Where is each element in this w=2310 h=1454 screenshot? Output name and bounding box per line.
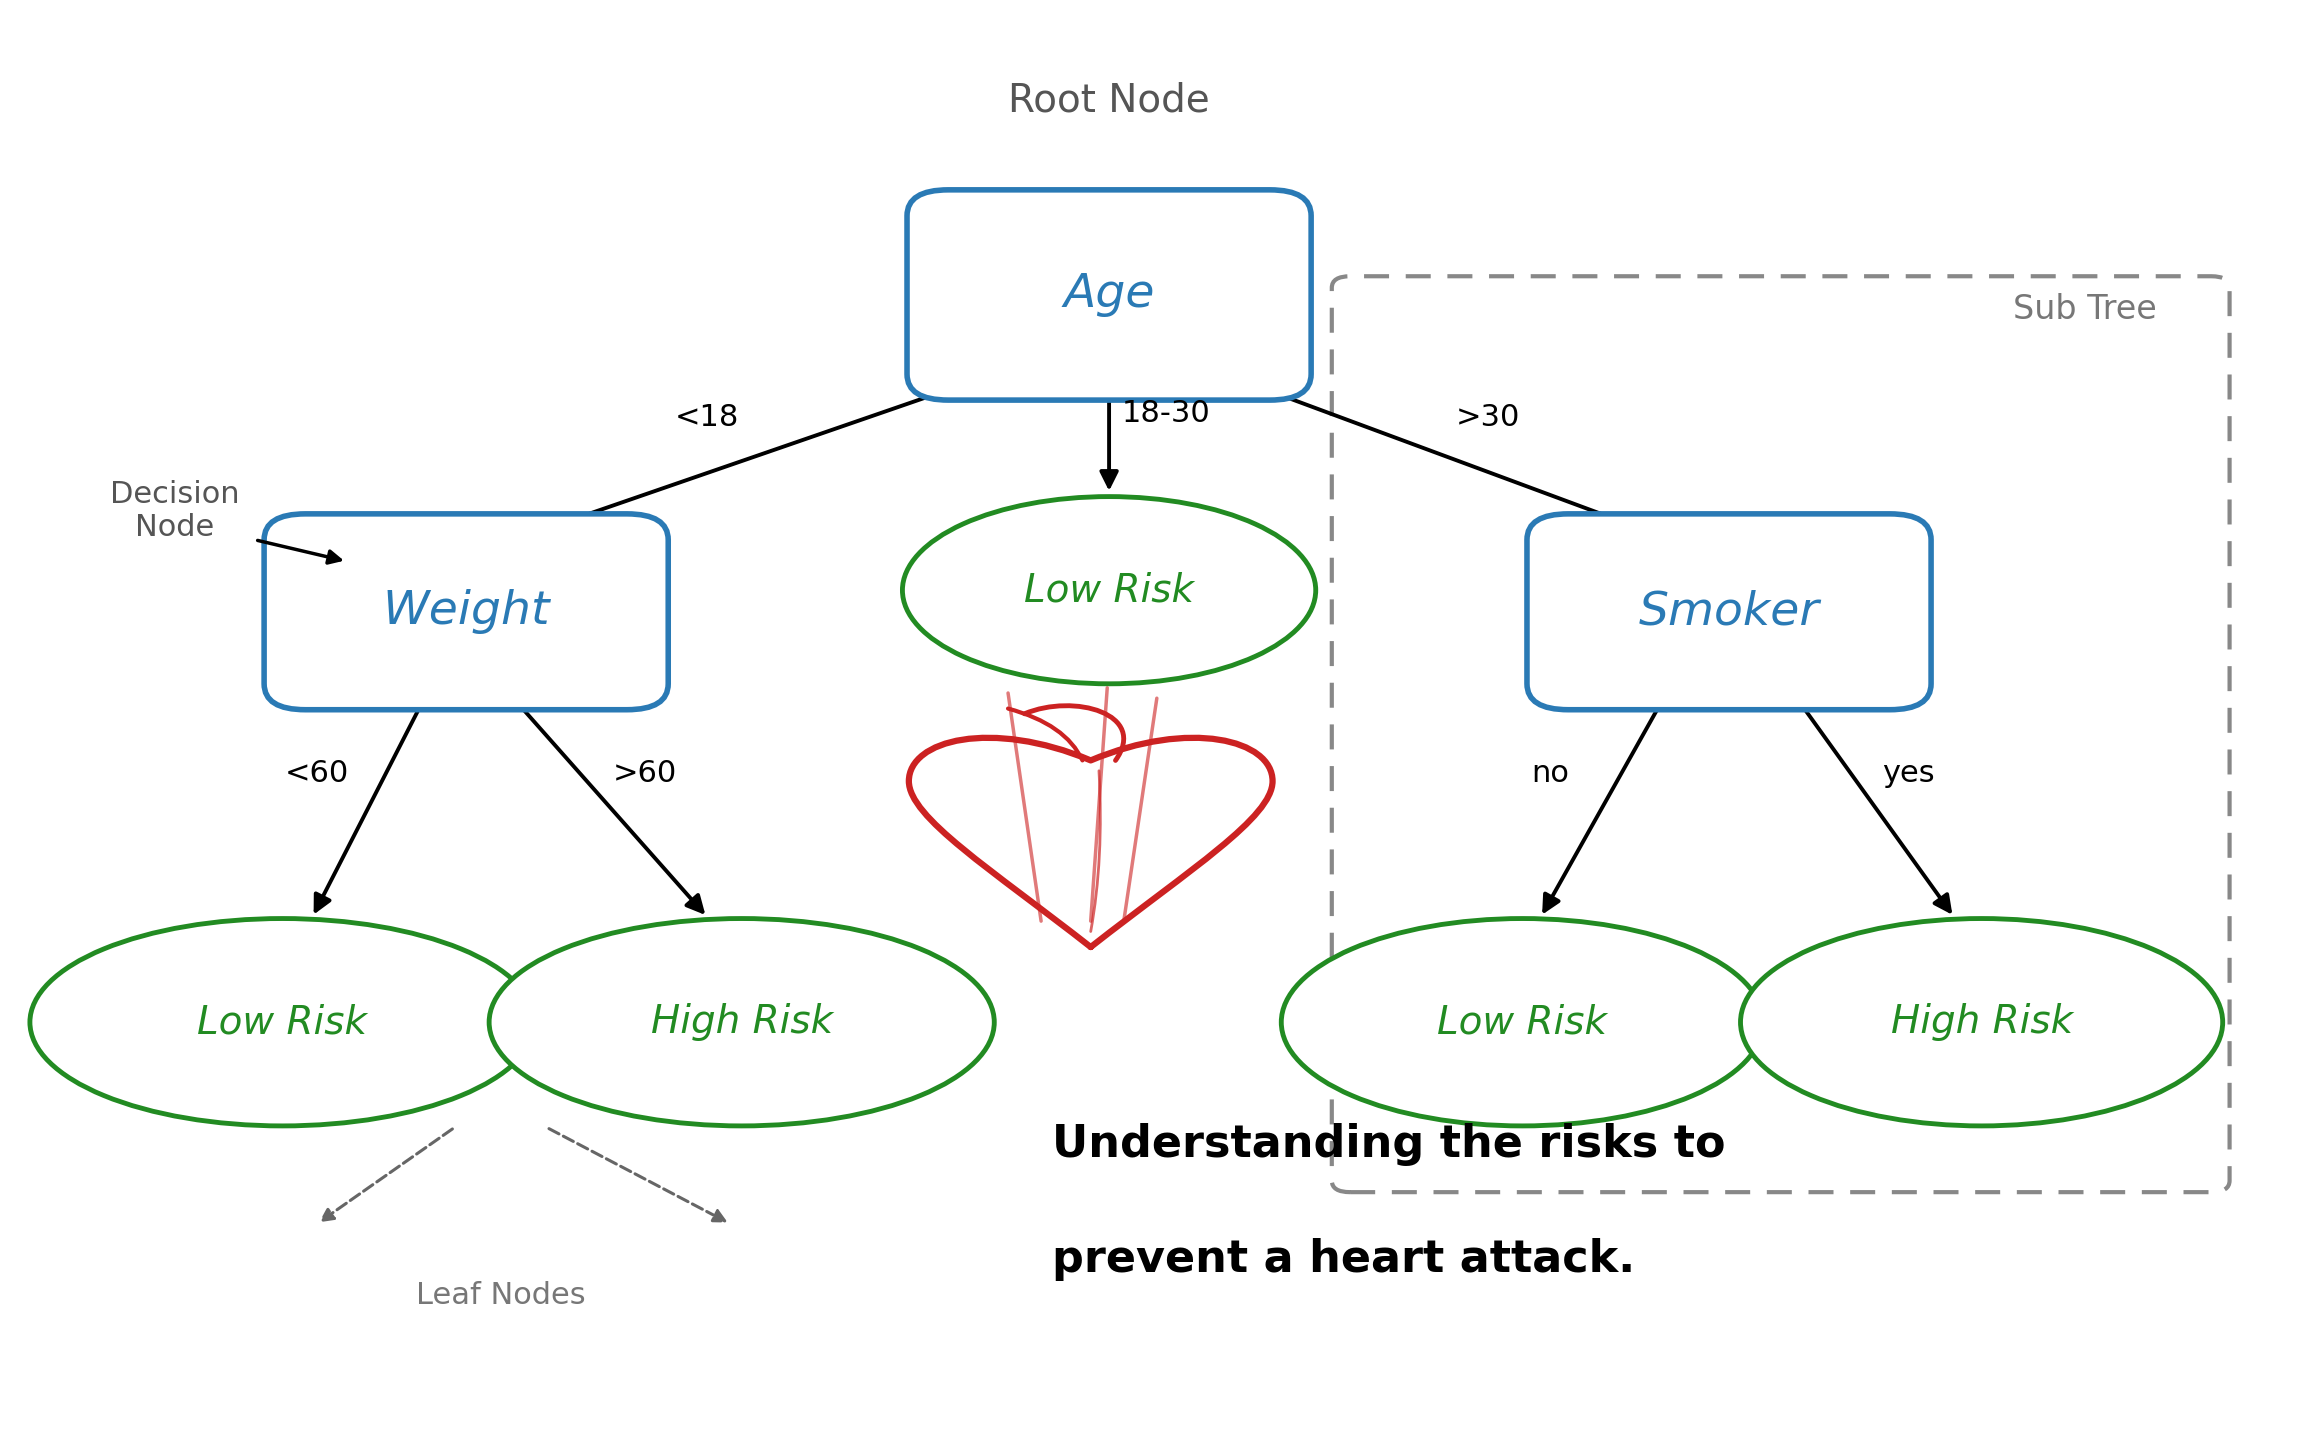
Text: Low Risk: Low Risk [1023, 571, 1194, 609]
Ellipse shape [1282, 919, 1763, 1125]
Text: Root Node: Root Node [1007, 81, 1210, 119]
Text: Smoker: Smoker [1638, 589, 1820, 634]
Text: High Risk: High Risk [651, 1003, 834, 1041]
Text: Decision
Node: Decision Node [111, 480, 240, 542]
Text: no: no [1532, 759, 1568, 788]
FancyBboxPatch shape [263, 513, 668, 710]
Text: Age: Age [1063, 272, 1155, 317]
Text: yes: yes [1883, 759, 1933, 788]
Ellipse shape [30, 919, 536, 1125]
FancyBboxPatch shape [1527, 513, 1931, 710]
Ellipse shape [903, 497, 1317, 683]
Text: >30: >30 [1455, 403, 1520, 432]
Text: <60: <60 [284, 759, 349, 788]
Text: prevent a heart attack.: prevent a heart attack. [1051, 1239, 1635, 1281]
Text: Understanding the risks to: Understanding the risks to [1051, 1122, 1726, 1166]
FancyBboxPatch shape [908, 190, 1312, 400]
Text: Weight: Weight [383, 589, 550, 634]
Text: Leaf Nodes: Leaf Nodes [416, 1281, 584, 1310]
Text: 18-30: 18-30 [1123, 398, 1210, 427]
Ellipse shape [1739, 919, 2222, 1125]
Text: >60: >60 [612, 759, 677, 788]
Text: Low Risk: Low Risk [1437, 1003, 1608, 1041]
Text: <18: <18 [675, 403, 739, 432]
Ellipse shape [490, 919, 993, 1125]
Text: Sub Tree: Sub Tree [2012, 292, 2158, 326]
Text: High Risk: High Risk [1890, 1003, 2072, 1041]
Text: Low Risk: Low Risk [196, 1003, 367, 1041]
